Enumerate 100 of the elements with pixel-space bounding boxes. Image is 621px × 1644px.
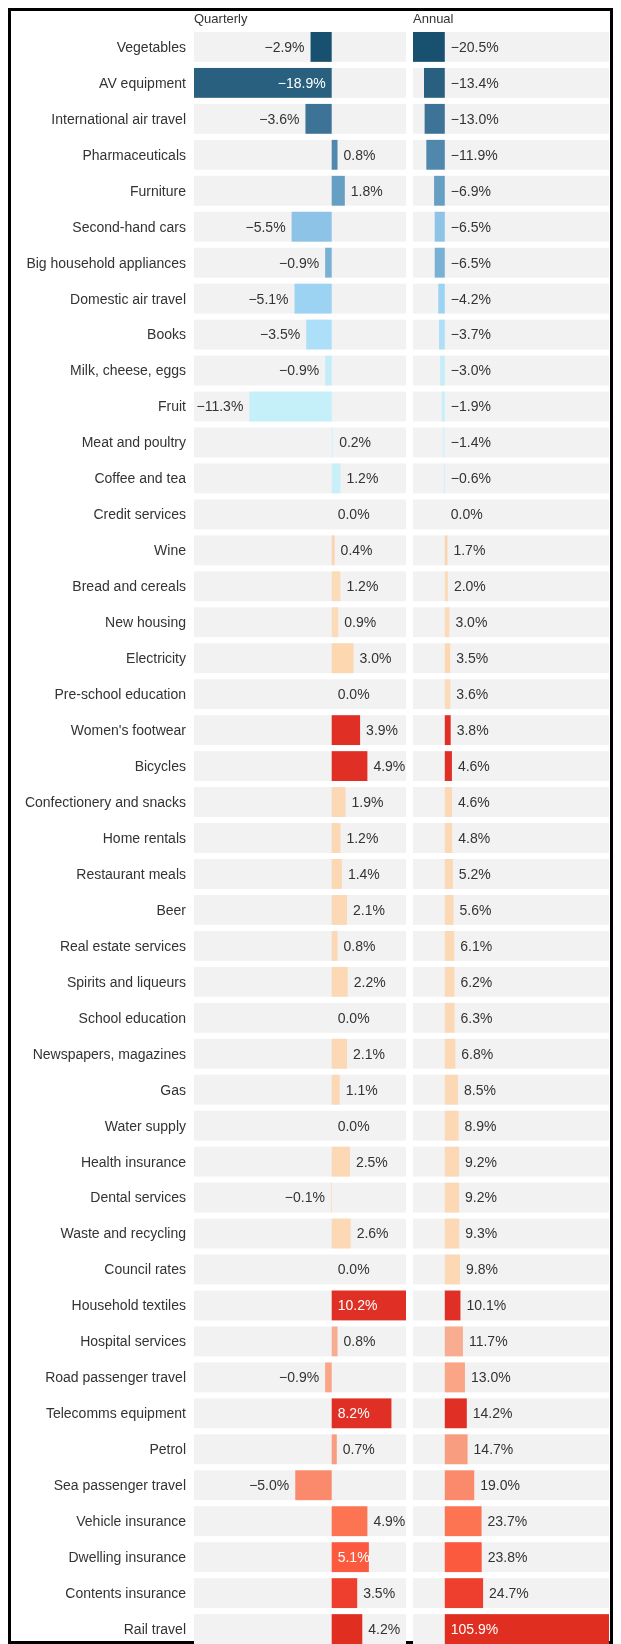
data-label: 6.3%: [460, 1009, 493, 1026]
bar: [325, 1362, 332, 1393]
data-label: −3.6%: [259, 110, 300, 127]
bar: [306, 319, 332, 350]
bar: [325, 355, 332, 386]
bar: [413, 32, 445, 62]
y-tick-label: Water supply: [104, 1117, 186, 1134]
data-label: 1.9%: [351, 793, 384, 810]
y-tick-label: School education: [78, 1009, 186, 1026]
bar: [444, 859, 453, 889]
data-label: 3.0%: [455, 614, 488, 631]
data-label: 6.2%: [460, 973, 493, 990]
bar: [331, 1506, 368, 1537]
y-tick-label: New housing: [105, 614, 186, 631]
data-label: 2.1%: [352, 901, 385, 918]
bar: [444, 1362, 465, 1393]
data-label: 1.1%: [345, 1081, 378, 1098]
y-tick-label: Beer: [156, 901, 187, 918]
data-label: 11.7%: [468, 1333, 508, 1350]
y-tick-label: Women's footwear: [70, 722, 187, 739]
y-tick-label: Dental services: [90, 1189, 186, 1206]
bar: [331, 930, 338, 961]
y-tick-label: Milk, cheese, eggs: [70, 362, 186, 379]
bar: [444, 715, 451, 746]
chart-title: Annual: [413, 11, 454, 26]
data-label: 2.6%: [356, 1225, 389, 1242]
y-tick-label: Domestic air travel: [70, 290, 186, 307]
data-label: −5.5%: [245, 218, 286, 235]
data-label: 4.8%: [458, 829, 491, 846]
bar: [441, 391, 445, 422]
data-label: 0.0%: [337, 506, 370, 523]
bar: [310, 32, 332, 62]
data-label: 23.8%: [487, 1549, 528, 1566]
y-tick-label: Dwelling insurance: [68, 1549, 187, 1566]
data-label: −6.5%: [450, 254, 491, 271]
bar: [444, 966, 455, 997]
y-tick-label: Spirits and liqueurs: [66, 973, 186, 990]
data-label: 1.2%: [346, 829, 379, 846]
data-label: −5.1%: [248, 290, 289, 307]
bar: [424, 103, 445, 134]
data-label: 0.7%: [342, 1441, 375, 1458]
bar: [444, 1110, 459, 1141]
y-tick-label: Restaurant meals: [76, 865, 186, 882]
bar: [325, 247, 332, 278]
data-label: 3.0%: [359, 650, 392, 667]
bar: [440, 355, 445, 386]
data-label: 6.1%: [460, 937, 493, 954]
bar: [331, 1434, 337, 1465]
bar: [444, 930, 455, 961]
y-tick-label: Wine: [154, 542, 187, 559]
bar: [331, 175, 345, 206]
bar: [331, 1578, 358, 1609]
y-tick-label: Road passenger travel: [45, 1369, 186, 1386]
data-label: 8.5%: [463, 1081, 496, 1098]
bar: [444, 1218, 460, 1249]
data-label: 5.6%: [459, 901, 492, 918]
data-label: 8.9%: [464, 1117, 497, 1134]
y-tick-label: Health insurance: [80, 1153, 187, 1170]
data-label: −3.0%: [450, 362, 491, 379]
y-tick-label: Coffee and tea: [94, 470, 187, 487]
bar: [331, 607, 339, 638]
y-tick-label: Pharmaceuticals: [82, 146, 186, 163]
bar: [434, 175, 445, 206]
data-label: 23.7%: [487, 1513, 528, 1530]
bar: [426, 139, 445, 170]
data-label: 4.2%: [368, 1620, 401, 1637]
bar: [291, 211, 332, 242]
data-label: 0.0%: [337, 686, 370, 703]
bar: [444, 1254, 460, 1285]
bar: [331, 1146, 350, 1177]
data-label: −3.5%: [260, 326, 301, 343]
data-label: 0.0%: [450, 506, 483, 523]
data-label: 10.2%: [337, 1297, 378, 1314]
data-label: 5.2%: [458, 865, 491, 882]
bar: [444, 1542, 482, 1573]
data-label: 9.2%: [465, 1189, 497, 1206]
data-label: 1.8%: [350, 182, 383, 199]
bar: [444, 787, 452, 817]
y-tick-label: Fruit: [158, 398, 187, 415]
bar: [444, 571, 448, 602]
bar: [331, 894, 347, 925]
bar: [438, 283, 445, 314]
bar: [444, 1470, 475, 1501]
bar: [331, 823, 341, 853]
bar: [331, 1614, 363, 1644]
data-label: 1.7%: [453, 542, 486, 559]
y-tick-label: Household textiles: [71, 1297, 186, 1314]
data-label: −3.7%: [450, 326, 491, 343]
bar: [444, 823, 453, 853]
y-tick-label: Second-hand cars: [72, 218, 186, 235]
data-label: 3.8%: [456, 722, 489, 739]
bar: [434, 211, 445, 242]
data-label: 3.6%: [456, 686, 489, 703]
data-label: −13.4%: [450, 74, 499, 91]
y-tick-label: Furniture: [129, 182, 187, 199]
y-tick-label: Contents insurance: [65, 1585, 187, 1602]
y-tick-label: Credit services: [93, 506, 186, 523]
data-label: 14.2%: [472, 1405, 513, 1422]
data-label: 0.4%: [340, 542, 373, 559]
data-label: 1.2%: [346, 578, 379, 595]
